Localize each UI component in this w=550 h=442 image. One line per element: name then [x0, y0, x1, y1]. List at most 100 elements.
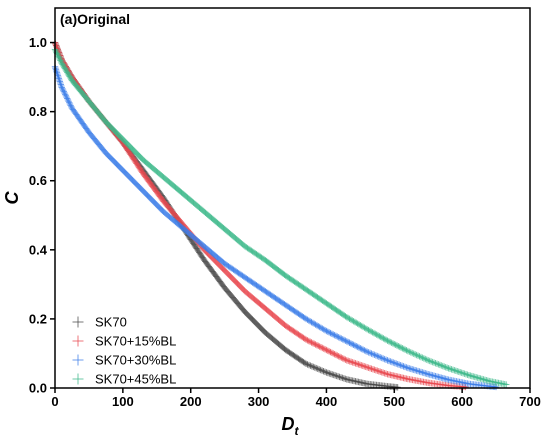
data-point [327, 329, 334, 337]
data-point [58, 84, 65, 91]
data-point [357, 345, 364, 352]
data-point [391, 359, 398, 367]
data-point [317, 344, 325, 351]
data-point [305, 361, 313, 369]
data-point [342, 337, 349, 344]
data-point [395, 343, 402, 350]
data-point [423, 356, 430, 363]
data-point [373, 331, 380, 338]
data-point [307, 362, 314, 369]
data-point [344, 314, 352, 322]
data-point [384, 357, 391, 364]
data-point [404, 347, 412, 355]
data-point [331, 331, 338, 339]
data-point [66, 73, 73, 80]
data-point [426, 357, 433, 365]
data-point [401, 363, 409, 371]
data-point [492, 383, 500, 391]
data-point [355, 344, 363, 351]
data-point [328, 349, 336, 356]
legend-label: SK70 [95, 315, 127, 330]
data-point [315, 366, 323, 373]
data-point [346, 315, 353, 322]
data-point [355, 321, 363, 328]
data-point [357, 322, 364, 329]
data-point [301, 359, 308, 367]
data-point [323, 327, 330, 335]
x-tick-label: 0 [51, 394, 58, 409]
data-point [389, 340, 397, 347]
data-point [336, 353, 344, 361]
data-point [391, 340, 398, 348]
data-point [319, 325, 326, 332]
data-point [302, 336, 310, 343]
data-point [324, 328, 331, 335]
data-point [401, 346, 409, 353]
data-point [61, 89, 68, 97]
data-point [325, 329, 333, 336]
data-point [363, 348, 371, 355]
series-2 [51, 63, 500, 391]
data-point [416, 353, 423, 360]
data-point [311, 364, 318, 371]
data-point [59, 61, 66, 68]
data-point [308, 363, 316, 370]
data-point [393, 360, 400, 367]
data-point [64, 69, 71, 76]
data-point [381, 335, 388, 343]
data-point [302, 315, 310, 323]
data-point [314, 365, 321, 372]
data-point [407, 349, 414, 356]
data-point [368, 350, 375, 357]
data-point [338, 354, 345, 361]
data-point [439, 362, 446, 370]
data-point [306, 318, 314, 325]
data-point [354, 343, 361, 351]
data-point [309, 319, 317, 327]
data-point [390, 359, 397, 366]
data-point [63, 68, 70, 75]
data-point [385, 338, 393, 345]
data-point [342, 356, 349, 363]
data-point [66, 99, 73, 106]
data-point [371, 351, 378, 359]
data-point [330, 350, 337, 357]
data-point [62, 92, 70, 99]
data-point [403, 364, 410, 371]
data-point [392, 341, 399, 349]
data-point [359, 346, 367, 353]
data-point [315, 322, 322, 330]
data-point [419, 354, 426, 361]
data-point [420, 355, 428, 362]
data-point [397, 344, 405, 351]
data-point [311, 340, 318, 347]
data-point [351, 342, 359, 349]
data-point [409, 349, 416, 357]
data-point [340, 355, 348, 363]
data-point [305, 317, 312, 324]
data-point [346, 339, 353, 346]
legend-label: SK70+45%BL [95, 372, 176, 387]
data-point [350, 318, 357, 325]
data-point [321, 346, 329, 353]
data-point [361, 324, 368, 331]
x-tick-label: 400 [316, 394, 338, 409]
data-point [67, 102, 74, 109]
data-point [362, 325, 369, 332]
data-point [388, 339, 395, 346]
data-point [304, 361, 311, 368]
data-point [320, 368, 327, 375]
data-point [55, 53, 62, 60]
x-axis-title-subscript: t [295, 424, 300, 438]
data-point [343, 338, 350, 345]
data-point [335, 334, 342, 341]
data-point [411, 351, 419, 358]
data-point [414, 352, 422, 359]
data-point [436, 361, 444, 369]
series-3 [51, 46, 510, 388]
data-point [378, 354, 385, 362]
data-point [310, 363, 317, 371]
data-point [306, 338, 314, 345]
data-point [359, 323, 367, 331]
data-point [398, 362, 406, 369]
